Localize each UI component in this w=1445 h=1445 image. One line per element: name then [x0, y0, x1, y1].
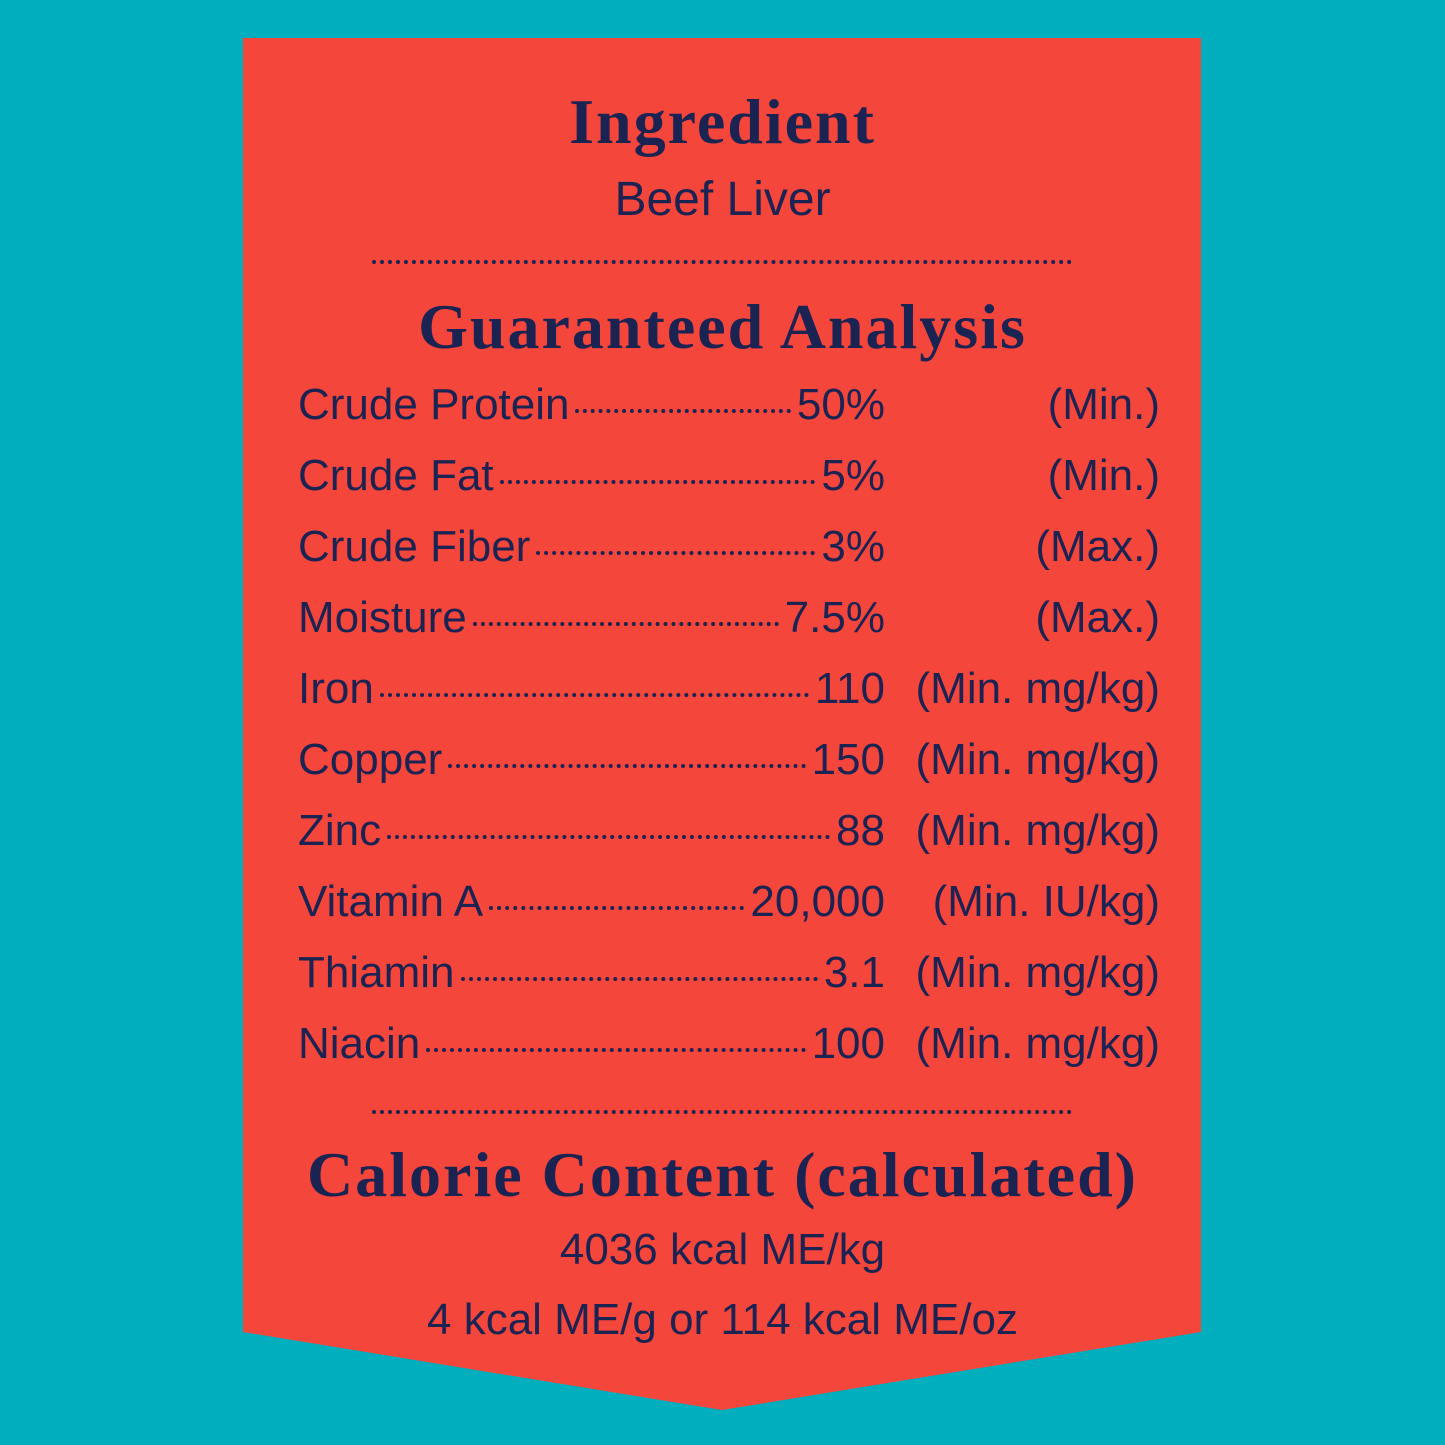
- analysis-row: Crude Protein 50% (Min.): [298, 380, 1160, 451]
- banner-shape: [243, 38, 1201, 1410]
- analysis-row: Moisture 7.5% (Max.): [298, 593, 1160, 664]
- nutrient-unit: (Min. mg/kg): [915, 1019, 1160, 1068]
- ingredient-title: Ingredient: [569, 86, 876, 157]
- nutrient-unit: (Min.): [1047, 380, 1160, 429]
- dot-leader: [499, 480, 816, 484]
- nutrient-name: Crude Fat: [298, 451, 494, 500]
- calorie-line: 4036 kcal ME/kg: [559, 1225, 886, 1274]
- dot-leader: [379, 693, 809, 697]
- nutrient-name: Iron: [298, 664, 374, 713]
- dot-leader: [460, 977, 818, 981]
- analysis-row: Zinc 88 (Min. mg/kg): [298, 806, 1160, 877]
- nutrient-value: 110: [814, 664, 885, 713]
- dot-leader: [472, 622, 779, 626]
- analysis-row: Crude Fiber 3% (Max.): [298, 522, 1160, 593]
- analysis-row: Niacin 100 (Min. mg/kg): [298, 1019, 1160, 1090]
- nutrient-value: 3%: [821, 522, 885, 571]
- analysis-row: Thiamin 3.1 (Min. mg/kg): [298, 948, 1160, 1019]
- separator: [372, 260, 1072, 264]
- nutrient-unit: (Max.): [1035, 593, 1160, 642]
- nutrient-value: 3.1: [823, 948, 885, 997]
- nutrient-value: 5%: [821, 451, 885, 500]
- nutrient-value: 150: [811, 735, 885, 784]
- nutrient-unit: (Min. mg/kg): [915, 948, 1160, 997]
- nutrient-unit: (Min. mg/kg): [915, 664, 1160, 713]
- calorie-line: 4 kcal ME/g or 114 kcal ME/oz: [427, 1295, 1018, 1344]
- analysis-row: Iron 110 (Min. mg/kg): [298, 664, 1160, 735]
- nutrient-unit: (Min. mg/kg): [915, 806, 1160, 855]
- nutrient-value: 100: [811, 1019, 885, 1068]
- analysis-row: Crude Fat 5% (Min.): [298, 451, 1160, 522]
- nutrient-value: 7.5%: [784, 593, 885, 642]
- analysis-row: Vitamin A 20,000 (Min. IU/kg): [298, 877, 1160, 948]
- nutrient-name: Thiamin: [298, 948, 455, 997]
- dot-leader: [387, 835, 831, 839]
- analysis-row: Copper 150 (Min. mg/kg): [298, 735, 1160, 806]
- dot-leader: [489, 906, 745, 910]
- calorie-title: Calorie Content (calculated): [307, 1139, 1138, 1210]
- nutrient-value: 50%: [796, 380, 885, 429]
- analysis-table: Crude Protein 50% (Min.) Crude Fat 5% (Min.) C…: [298, 380, 1160, 1090]
- analysis-title: Guaranteed Analysis: [418, 291, 1027, 362]
- nutrient-name: Moisture: [298, 593, 467, 642]
- nutrient-value: 20,000: [750, 877, 885, 926]
- dot-leader: [575, 409, 791, 413]
- nutrient-unit: (Min. mg/kg): [915, 735, 1160, 784]
- nutrient-name: Copper: [298, 735, 443, 784]
- ingredient-name: Beef Liver: [614, 173, 831, 226]
- nutrient-name: Vitamin A: [298, 877, 484, 926]
- separator: [372, 1110, 1072, 1114]
- nutrient-unit: (Max.): [1035, 522, 1160, 571]
- nutrient-name: Zinc: [298, 806, 382, 855]
- nutrient-unit: (Min.): [1047, 451, 1160, 500]
- dot-leader: [448, 764, 806, 768]
- nutrient-name: Crude Fiber: [298, 522, 531, 571]
- dot-leader: [536, 551, 816, 555]
- dot-leader: [426, 1048, 806, 1052]
- nutrient-unit: (Min. IU/kg): [932, 877, 1160, 926]
- nutrient-value: 88: [836, 806, 885, 855]
- nutrient-name: Niacin: [298, 1019, 421, 1068]
- nutrient-name: Crude Protein: [298, 380, 570, 429]
